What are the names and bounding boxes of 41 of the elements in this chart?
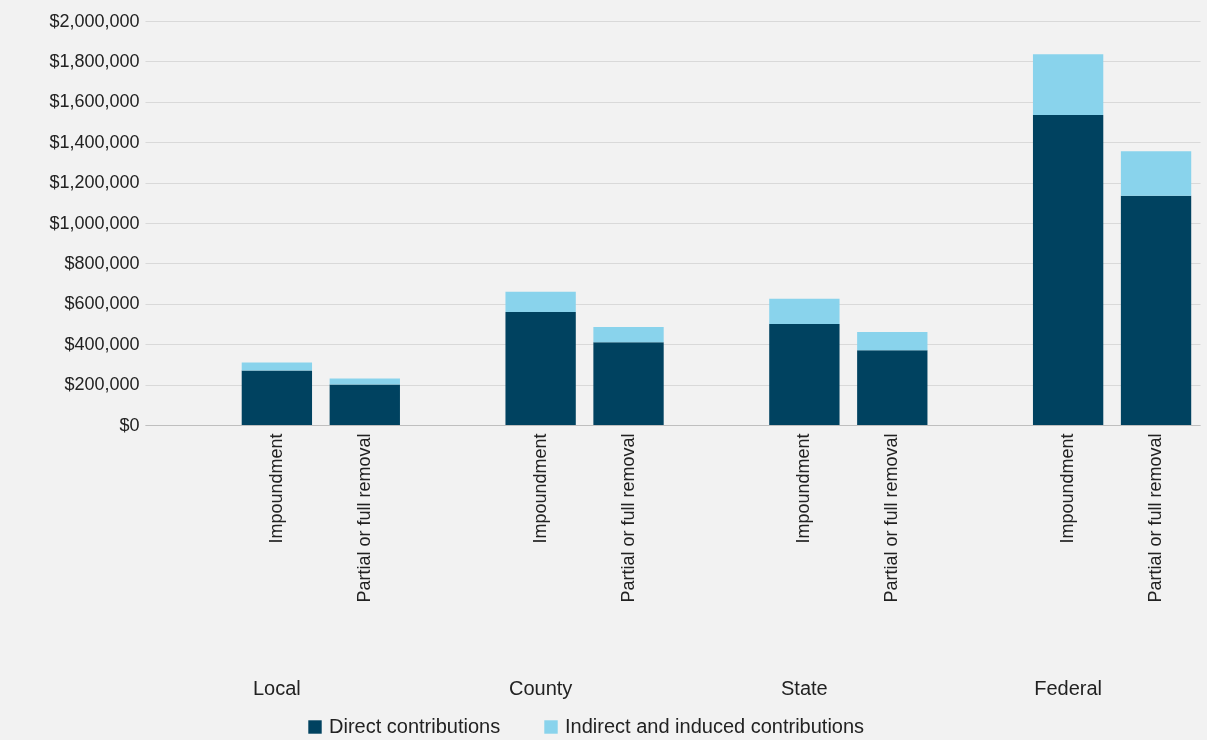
y-tick-label: $1,600,000 <box>49 91 140 112</box>
bar <box>329 378 400 385</box>
text: Federal <box>1034 677 1103 699</box>
bar <box>593 327 664 343</box>
bar <box>593 342 664 425</box>
bar <box>769 324 840 425</box>
bar <box>769 298 840 324</box>
y-tick-label: $1,400,000 <box>49 131 140 152</box>
bar <box>857 332 928 351</box>
bar <box>505 291 576 312</box>
y-tick-label: $600,000 <box>64 293 140 314</box>
x-tick-label: Partial or full removal <box>617 433 638 603</box>
y-tick-label: $1,000,000 <box>49 212 140 233</box>
x-tick-label: Partial or full removal <box>1145 433 1166 603</box>
text: State <box>781 677 828 699</box>
y-tick-label: $2,000,000 <box>49 10 140 31</box>
bar <box>241 362 313 371</box>
y-tick-label: $1,800,000 <box>49 50 140 71</box>
bar <box>505 311 576 425</box>
x-tick-label: Partial or full removal <box>881 433 902 603</box>
y-tick-label: $0 <box>119 414 140 435</box>
legend-label: Indirect and induced contributions <box>565 715 865 737</box>
x-tick-label: Impoundment <box>529 433 550 544</box>
x-tick-label: Partial or full removal <box>353 433 374 603</box>
bar <box>1120 195 1192 425</box>
text: County <box>508 677 573 699</box>
text: Local <box>252 677 301 699</box>
bar <box>1032 114 1104 425</box>
bar <box>857 350 928 425</box>
bar <box>241 370 313 425</box>
x-tick-label: Impoundment <box>793 433 814 544</box>
x-tick-label: Impoundment <box>265 433 286 544</box>
legend-label: Direct contributions <box>329 715 501 737</box>
y-tick-label: $400,000 <box>64 333 140 354</box>
y-tick-label: $200,000 <box>64 374 140 395</box>
bar <box>329 384 400 425</box>
x-tick-label: Impoundment <box>1057 433 1078 544</box>
y-tick-label: $800,000 <box>64 252 140 273</box>
y-tick-label: $1,200,000 <box>49 172 140 193</box>
bar <box>1032 54 1104 115</box>
bar <box>1120 151 1192 196</box>
